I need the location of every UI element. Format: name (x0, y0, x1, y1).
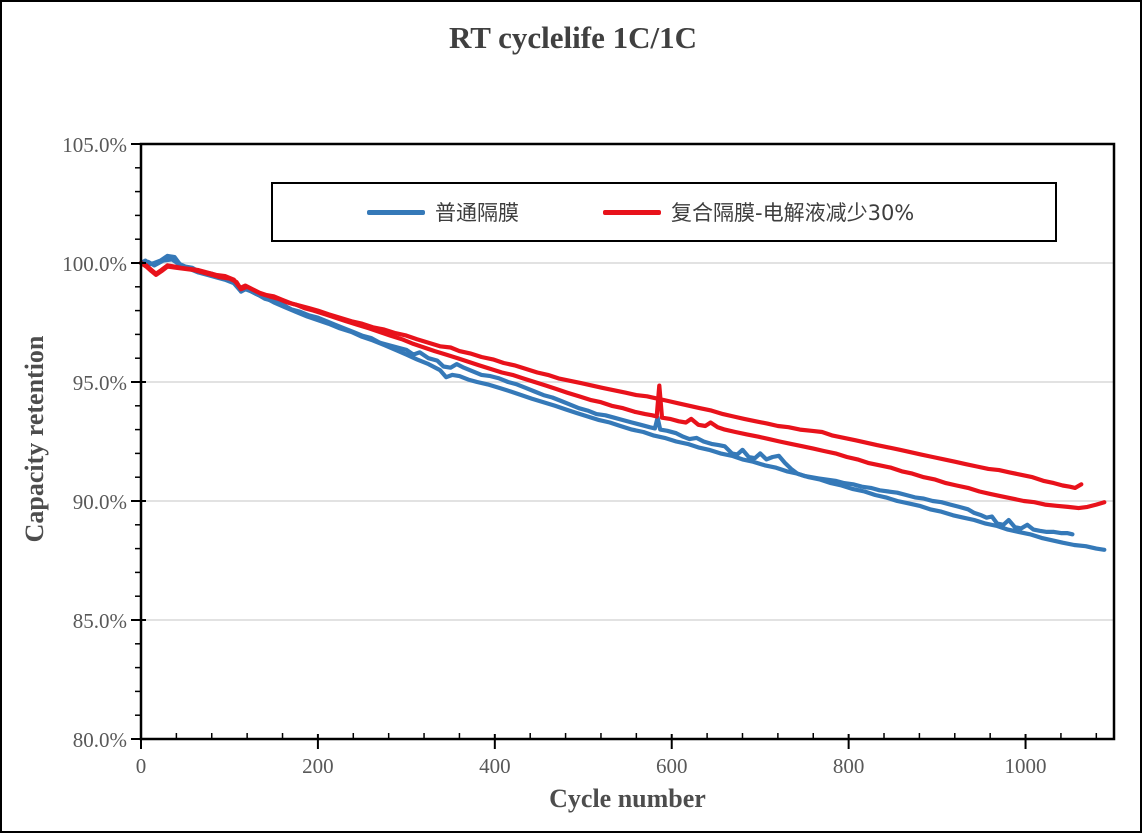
x-tick-label: 600 (656, 754, 688, 778)
series-line-red-cell-1 (138, 260, 1084, 490)
series-line-blue-cell-1 (138, 253, 1075, 537)
legend-label-red: 复合隔膜-电解液减少30% (671, 201, 915, 225)
y-tick-label: 80.0% (73, 728, 127, 752)
x-tick-label: 800 (833, 754, 865, 778)
legend-item-red: 复合隔膜-电解液减少30% (603, 197, 914, 227)
x-axis-title: Cycle number (549, 784, 706, 813)
legend-line-swatch-blue (367, 209, 425, 215)
plot-frame (139, 142, 1116, 741)
y-tick-label: 95.0% (73, 371, 127, 395)
x-tick-label: 1000 (1005, 754, 1047, 778)
legend-item-blue: 普通隔膜 (367, 197, 519, 227)
y-tick-label: 105.0% (62, 133, 127, 157)
legend-line-swatch-red (603, 209, 661, 215)
y-tick-label: 85.0% (73, 609, 127, 633)
y-tick-label: 100.0% (62, 252, 127, 276)
legend-label-blue: 普通隔膜 (435, 201, 519, 225)
x-tick-label: 400 (479, 754, 511, 778)
legend-box: 普通隔膜 复合隔膜-电解液减少30% (271, 182, 1057, 242)
x-tick-label: 200 (302, 754, 334, 778)
y-tick-label: 90.0% (73, 490, 127, 514)
chart-title: RT cyclelife 1C/1C (449, 20, 697, 55)
x-tick-label: 0 (136, 754, 147, 778)
